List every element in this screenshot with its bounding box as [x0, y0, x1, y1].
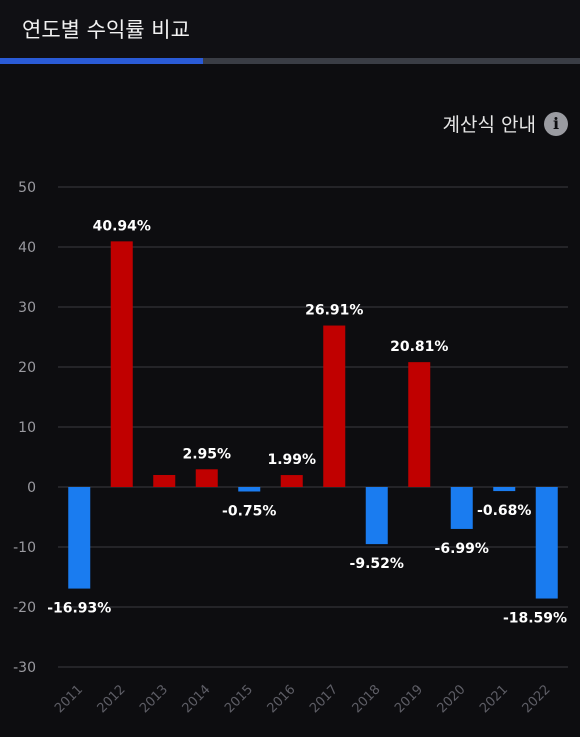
bar-2019: [408, 362, 431, 487]
bar-2016: [280, 475, 303, 487]
bar-2021: [493, 487, 516, 492]
y-tick-label: 40: [18, 240, 36, 256]
progress-fill: [0, 58, 203, 64]
y-tick-label: 20: [18, 360, 36, 376]
data-label: 26.91%: [305, 303, 363, 319]
header: 연도별 수익률 비교: [0, 0, 580, 58]
x-tick-label: 2013: [137, 682, 171, 716]
y-tick-label: -20: [13, 600, 36, 616]
data-label: -18.59%: [503, 611, 567, 627]
data-label: 1.99%: [267, 452, 316, 468]
data-label: -0.75%: [222, 504, 276, 520]
x-tick-label: 2018: [350, 682, 384, 716]
info-icon[interactable]: i: [544, 111, 568, 136]
x-tick-label: 2017: [307, 682, 341, 716]
x-tick-label: 2011: [52, 682, 86, 716]
data-label: -0.68%: [477, 503, 531, 519]
x-tick-label: 2015: [222, 682, 256, 716]
x-tick-label: 2020: [435, 682, 469, 716]
calc-guide-button[interactable]: 계산식 안내 i: [443, 110, 568, 137]
y-tick-label: 30: [18, 300, 36, 316]
bar-2011: [68, 487, 91, 589]
y-tick-label: 10: [18, 420, 36, 436]
x-tick-label: 2019: [392, 682, 426, 716]
y-tick-label: -10: [13, 540, 36, 556]
bar-2017: [323, 325, 346, 487]
bar-2022: [535, 487, 558, 599]
data-label: -16.93%: [47, 601, 111, 617]
data-label: -6.99%: [435, 541, 489, 557]
data-label: 40.94%: [93, 218, 151, 234]
x-tick-label: 2016: [265, 682, 299, 716]
y-tick-label: 50: [18, 180, 36, 196]
data-label: 2.95%: [182, 446, 231, 462]
y-tick-label: -30: [13, 660, 36, 676]
x-tick-label: 2021: [477, 682, 511, 716]
data-label: -9.52%: [350, 556, 404, 572]
bar-2020: [450, 487, 473, 529]
bar-2015: [238, 487, 261, 492]
page-title: 연도별 수익률 비교: [22, 18, 190, 42]
x-tick-label: 2014: [180, 682, 214, 716]
bar-2013: [153, 475, 176, 487]
calc-guide-label: 계산식 안내: [442, 114, 536, 136]
bar-2014: [195, 469, 218, 487]
data-label: 20.81%: [390, 339, 448, 355]
x-tick-label: 2022: [520, 682, 554, 716]
y-tick-label: 0: [27, 480, 36, 496]
x-tick-label: 2012: [95, 682, 129, 716]
bar-2012: [110, 241, 133, 487]
progress-bar: [0, 58, 580, 64]
bar-2018: [365, 487, 388, 545]
